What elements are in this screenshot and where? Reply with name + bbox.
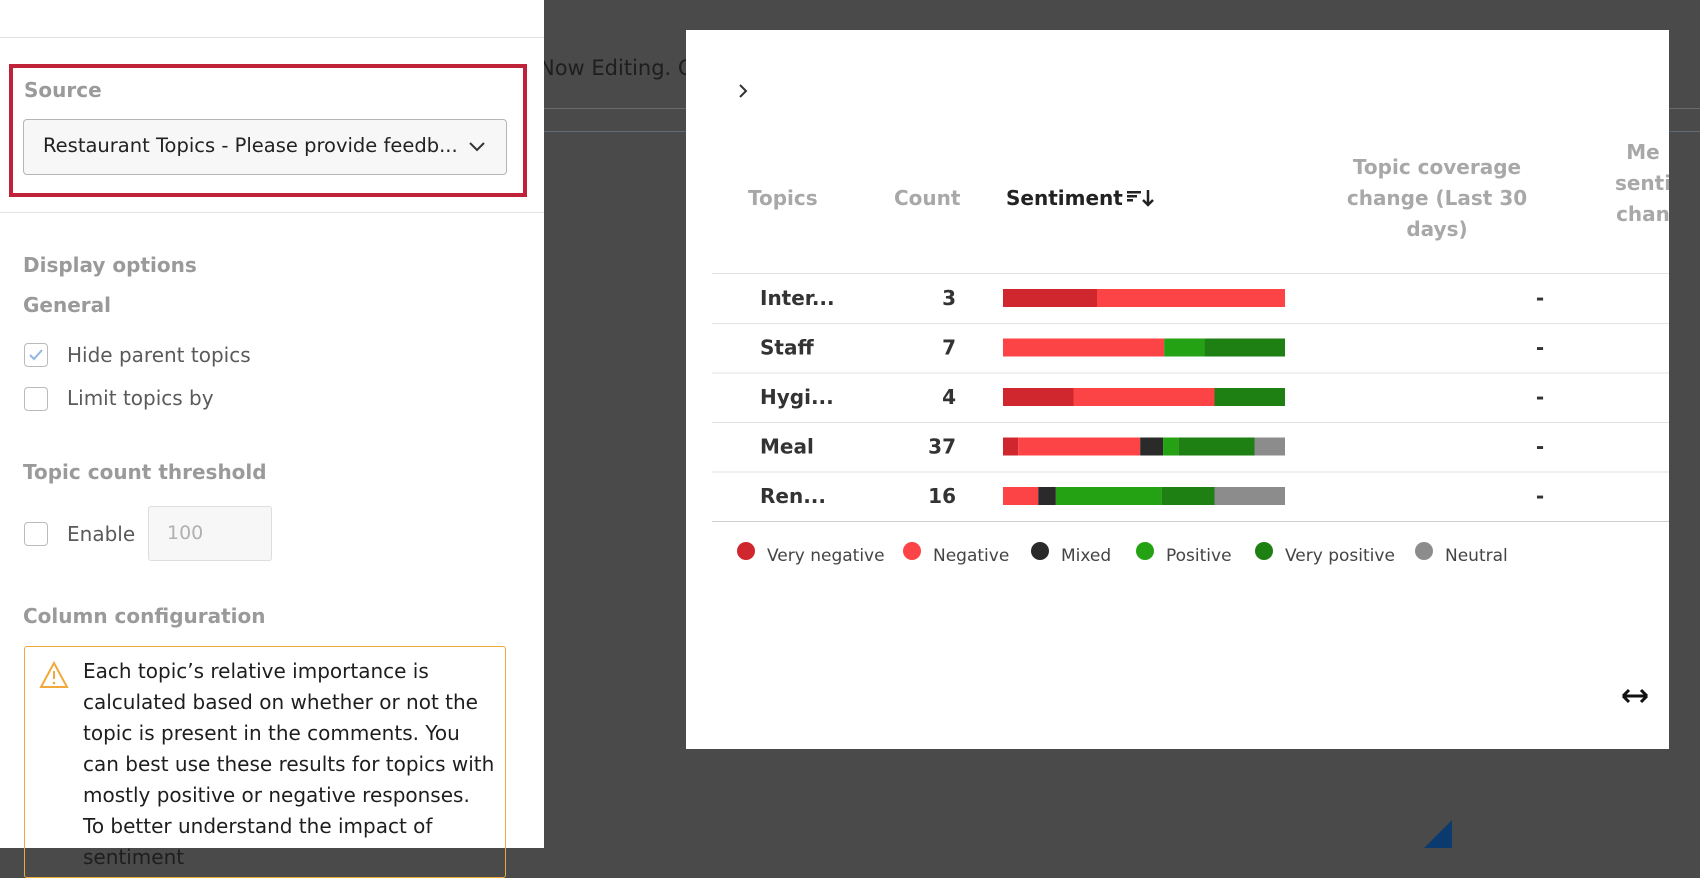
checkbox[interactable]	[24, 343, 48, 367]
hide-parent: Hide parent topics	[67, 343, 251, 367]
column-config: Column configuration	[23, 604, 266, 628]
legend-dot	[903, 542, 921, 560]
checkbox[interactable]	[24, 522, 48, 546]
col-sentiment: Sentiment	[1006, 186, 1123, 210]
legend-label: Very positive	[1285, 546, 1395, 566]
chevron-right[interactable]	[736, 82, 750, 100]
coverage: -	[1536, 484, 1544, 508]
row-line	[712, 372, 1669, 374]
count: 37	[928, 435, 956, 459]
row-line	[712, 521, 1669, 522]
sentiment-segment	[1003, 487, 1039, 505]
sentiment-segment	[1140, 437, 1164, 456]
sidebar: Source Restaurant Topics - Please provid…	[0, 0, 544, 878]
topics-table: Topics Count Sentiment Topic coverage change…	[712, 140, 1669, 566]
col-mean: senti	[1615, 171, 1669, 195]
warning-box: Each topic’s relative importance is calc…	[24, 646, 506, 878]
topic: Staff	[760, 336, 814, 360]
legend-label: Mixed	[1061, 546, 1111, 566]
sentiment-segment	[1055, 487, 1162, 505]
legend-label: Neutral	[1445, 546, 1508, 566]
source-dropdown[interactable]: Restaurant Topics - Please provide feedb…	[23, 119, 507, 175]
source-value: Restaurant Topics - Please provide feedb…	[43, 134, 458, 157]
legend-dot	[1415, 542, 1433, 560]
topic: Inter...	[760, 286, 835, 310]
col-count: Count	[894, 186, 961, 210]
col-coverage: days)	[1406, 217, 1467, 241]
sentiment-segment	[1097, 289, 1285, 307]
legend-label: Very negative	[767, 546, 885, 566]
enable: Enable	[67, 522, 136, 546]
bg-header-text: Now Editing. Ch	[539, 56, 706, 80]
bg-triangle	[1424, 820, 1452, 848]
col-topics: Topics	[748, 186, 818, 210]
sentiment-segment	[1164, 338, 1205, 357]
source-label: Source	[24, 78, 102, 102]
sentiment-segment	[1178, 437, 1255, 456]
topic: Meal	[760, 435, 814, 459]
checkbox[interactable]	[24, 387, 48, 411]
legend-dot	[737, 542, 755, 560]
legend-dot	[1136, 542, 1154, 560]
threshold-title: Topic count threshold	[23, 460, 267, 484]
sentiment-segment	[1003, 388, 1074, 406]
sentiment-segment	[1018, 437, 1141, 456]
col-mean: Me	[1626, 140, 1659, 164]
warning-text: Each topic’s relative importance is calc…	[83, 659, 495, 869]
divider	[0, 212, 544, 213]
display-options: Display options	[23, 253, 197, 277]
legend-label: Negative	[933, 546, 1009, 566]
count: 7	[942, 336, 956, 360]
sort-icon[interactable]	[1127, 190, 1154, 207]
sentiment-segment	[1003, 338, 1165, 357]
col-mean: chan	[1616, 202, 1669, 226]
sentiment-segment	[1003, 437, 1019, 456]
coverage: -	[1536, 286, 1544, 310]
legend-dot	[1255, 542, 1273, 560]
highlight	[9, 64, 527, 197]
count: 3	[942, 286, 956, 310]
coverage: -	[1536, 435, 1544, 459]
sentiment-segment	[1073, 388, 1215, 406]
legend-label: Positive	[1166, 546, 1232, 566]
threshold-input[interactable]: 100	[148, 506, 272, 561]
sentiment-segment	[1214, 388, 1285, 406]
sentiment-segment	[1163, 437, 1179, 456]
sentiment-segment	[1161, 487, 1215, 505]
divider	[0, 37, 544, 38]
resize-icon[interactable]	[1620, 686, 1650, 706]
coverage: -	[1536, 336, 1544, 360]
placeholder: 100	[167, 522, 204, 544]
row-line	[712, 323, 1669, 324]
sentiment-segment	[1254, 437, 1285, 456]
col-coverage: Topic coverage	[1353, 155, 1521, 179]
count: 16	[928, 484, 956, 508]
row-line	[712, 273, 1669, 274]
limit-topics: Limit topics by	[67, 386, 214, 410]
topic: Ren...	[760, 484, 826, 508]
legend-dot	[1031, 542, 1049, 560]
sentiment-segment	[1214, 487, 1285, 505]
sentiment-segment	[1003, 289, 1097, 307]
count: 4	[942, 385, 956, 409]
warning-icon	[39, 661, 69, 688]
sentiment-segment	[1038, 487, 1056, 505]
row-line	[712, 422, 1669, 423]
row-line	[712, 471, 1669, 473]
topic: Hygi...	[760, 385, 834, 409]
chevron-down	[469, 142, 485, 152]
coverage: -	[1536, 385, 1544, 409]
sentiment-segment	[1204, 338, 1285, 357]
col-coverage: change (Last 30	[1347, 186, 1527, 210]
general: General	[23, 293, 111, 317]
